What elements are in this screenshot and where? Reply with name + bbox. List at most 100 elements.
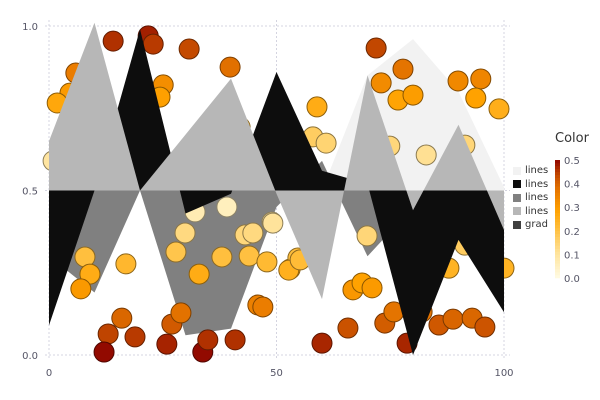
scatter-point: [252, 296, 274, 318]
scatter-point: [470, 68, 492, 90]
colorbar-segment: [555, 245, 560, 249]
colorbar-segment: [555, 236, 560, 240]
colorbar-segment: [555, 186, 560, 190]
legend-swatch: [513, 166, 521, 175]
scatter-point: [142, 33, 164, 55]
scatter-point: [188, 263, 210, 285]
scatter-point: [474, 316, 496, 338]
scatter-point: [306, 96, 328, 118]
legend-item: lines: [513, 178, 548, 192]
scatter-point: [115, 253, 137, 275]
scatter-point: [197, 329, 219, 351]
colorbar-segment: [555, 213, 560, 217]
scatter-point: [124, 326, 146, 348]
fill-series-4: [49, 22, 504, 300]
scatter-point: [365, 37, 387, 59]
y-tick-label: 0.5: [22, 187, 38, 198]
legend-label: lines: [525, 178, 549, 190]
legend-swatch: [513, 180, 521, 189]
legend-label: grad: [525, 219, 548, 230]
colorbar-segment: [555, 227, 560, 232]
colorbar-segment: [555, 198, 560, 202]
x-tick-label: 100: [494, 368, 513, 379]
colorbar-segment: [555, 165, 560, 170]
legend-item: grad: [513, 218, 548, 232]
colorbar-tick-label: 0.4: [564, 180, 580, 191]
fill-area: [49, 22, 504, 300]
legend-label: lines: [525, 205, 549, 217]
colorbar-segment: [555, 221, 560, 226]
scatter-point: [170, 302, 192, 324]
legend-item: lines: [513, 164, 548, 178]
colorbar-tick-label: 0.0: [564, 274, 580, 285]
legend-swatch: [513, 220, 521, 229]
x-tick-label: 50: [270, 368, 283, 379]
colorbar-segment: [555, 239, 560, 243]
y-tick-label: 1.0: [22, 22, 38, 33]
colorbar-segment: [555, 174, 560, 178]
scatter-point: [447, 70, 469, 92]
scatter-point: [315, 132, 337, 154]
scatter-point: [178, 38, 200, 60]
colorbar-segment: [555, 242, 560, 246]
colorbar-title: Color: [555, 131, 590, 146]
colorbar-segment: [555, 162, 560, 167]
colorbar-segment: [555, 216, 560, 220]
scatter-series: [42, 25, 515, 363]
colorbar-segment: [555, 266, 560, 270]
scatter-point: [102, 30, 124, 52]
scatter-point: [224, 329, 246, 351]
colorbar-segment: [555, 168, 560, 173]
colorbar-segment: [555, 180, 560, 184]
legend-swatch: [513, 193, 521, 202]
colorbar-segment: [555, 230, 560, 235]
colorbar-segment: [555, 269, 560, 273]
scatter-point: [402, 84, 424, 106]
scatter-point: [174, 222, 196, 244]
colorbar-tick-label: 0.5: [564, 156, 580, 167]
colorbar-tick-label: 0.2: [564, 227, 580, 238]
colorbar-segment: [555, 219, 560, 223]
scatter-point: [165, 241, 187, 263]
colorbar-segment: [555, 192, 560, 196]
legend: lines lines lines lines grad: [513, 164, 548, 232]
colorbar-segment: [555, 263, 560, 267]
x-tick-label: 0: [46, 368, 52, 379]
legend-label: lines: [525, 165, 549, 176]
colorbar-segment: [555, 275, 560, 279]
scatter-point: [361, 277, 383, 299]
colorbar-tick-label: 0.1: [564, 250, 580, 261]
colorbar-segment: [555, 183, 560, 187]
scatter-point: [392, 58, 414, 80]
scatter-point: [219, 56, 241, 78]
scatter-point: [488, 98, 510, 120]
colorbar-segment: [555, 272, 560, 276]
colorbar-segment: [555, 233, 560, 237]
scatter-point: [262, 212, 284, 234]
scatter-point: [370, 72, 392, 94]
colorbar-segment: [555, 251, 560, 255]
colorbar-segment: [555, 207, 560, 211]
colorbar-segment: [555, 201, 560, 205]
colorbar-segment: [555, 224, 560, 229]
scatter-point: [211, 246, 233, 268]
legend-swatch: [513, 207, 521, 216]
scatter-point: [111, 307, 133, 329]
scatter-point: [216, 196, 238, 218]
colorbar-segment: [555, 260, 560, 264]
y-tick-label: 0.0: [22, 351, 38, 362]
colorbar-segment: [555, 189, 560, 193]
scatter-point: [311, 332, 333, 354]
scatter-point: [242, 222, 264, 244]
colorbar-segment: [555, 160, 560, 164]
scatter-point: [256, 251, 278, 273]
colorbar-segment: [555, 195, 560, 199]
scatter-point: [337, 317, 359, 339]
scatter-point: [415, 144, 437, 166]
colorbar-segment: [555, 257, 560, 261]
legend-item: lines: [513, 205, 548, 219]
colorbar-segment: [555, 210, 560, 214]
legend-label: lines: [525, 192, 549, 203]
scatter-point: [70, 278, 92, 300]
